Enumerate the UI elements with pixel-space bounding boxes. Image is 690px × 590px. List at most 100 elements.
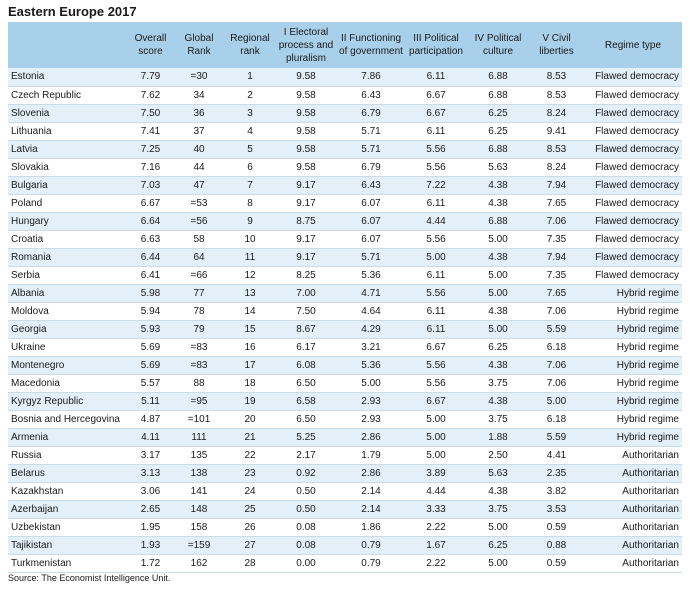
table-cell: 1.67: [426, 539, 446, 551]
table-cell: 4.38: [488, 251, 508, 263]
table-cell: 11: [244, 251, 256, 263]
table-cell: 8.53: [546, 71, 567, 83]
table-cell: 5.69: [140, 341, 161, 353]
table-row: Tajikistan 1.93 =159 27 0.08 0.79 1.67 6.25 0.88…: [8, 536, 682, 554]
table-cell: 6.88: [488, 71, 508, 83]
table-cell: 2.35: [546, 467, 567, 479]
table-cell: Hybrid regime: [616, 377, 679, 389]
country-cell: Kazakhstan: [11, 485, 64, 497]
table-cell: Hybrid regime: [616, 287, 679, 299]
table-cell: 16: [244, 341, 256, 353]
country-cell: Russia: [11, 449, 42, 461]
table-cell: 3.33: [426, 503, 446, 515]
table-cell: 135: [190, 449, 208, 461]
table-cell: 1.86: [361, 521, 381, 533]
table-cell: 77: [193, 287, 205, 299]
table-cell: 6: [247, 161, 253, 173]
country-cell: Tajikistan: [11, 539, 53, 551]
table-cell: 6.67: [426, 395, 446, 407]
table-cell: =83: [190, 359, 208, 371]
table-cell: 4.41: [546, 449, 567, 461]
table-cell: 4.38: [488, 305, 508, 317]
table-cell: 5.63: [488, 467, 508, 479]
table-cell: 9.58: [296, 71, 316, 83]
table-cell: 7.94: [546, 179, 567, 191]
table-cell: 6.18: [546, 341, 567, 353]
country-cell: Hungary: [11, 215, 49, 227]
table-cell: 2.14: [361, 485, 381, 497]
table-cell: 5.71: [361, 143, 381, 155]
table-cell: 2.86: [361, 467, 381, 479]
table-row: Ukraine 5.69 =83 16 6.17 3.21 6.67 6.25 6.18 Hybr…: [8, 338, 682, 356]
country-cell: Georgia: [11, 323, 47, 335]
table-cell: Hybrid regime: [616, 431, 679, 443]
table-cell: 7.35: [546, 269, 567, 281]
table-cell: 36: [193, 107, 205, 119]
table-cell: 28: [244, 557, 256, 569]
table-cell: 6.67: [426, 341, 446, 353]
country-cell: Ukraine: [11, 341, 46, 353]
table-row: Poland 6.67 =53 8 9.17 6.07 6.11 4.38 7.65 Flawed…: [8, 194, 682, 212]
table-cell: 6.11: [426, 197, 446, 209]
table-cell: 5: [247, 143, 253, 155]
table-cell: 2.50: [488, 449, 508, 461]
table-cell: 40: [193, 143, 205, 155]
table-cell: 6.11: [426, 305, 446, 317]
table-cell: 5.00: [426, 431, 446, 443]
table-cell: Hybrid regime: [616, 395, 679, 407]
table-cell: 2.93: [361, 413, 381, 425]
table-cell: =30: [190, 71, 208, 83]
table-cell: 4.64: [361, 305, 381, 317]
table-cell: 4.38: [488, 179, 508, 191]
table-cell: 6.11: [426, 269, 446, 281]
country-cell: Slovakia: [11, 161, 49, 173]
table-row: Kazakhstan 3.06 141 24 0.50 2.14 4.44 4.38 3.82 A…: [8, 482, 682, 500]
column-header: Global Rank: [184, 33, 214, 57]
table-cell: 6.88: [488, 143, 508, 155]
table-cell: 37: [193, 125, 205, 137]
table-cell: 6.41: [140, 269, 161, 281]
table-row: Russia 3.17 135 22 2.17 1.79 5.00 2.50 4.41 Autho…: [8, 446, 682, 464]
table-cell: 5.69: [140, 359, 161, 371]
table-cell: Authoritarian: [622, 485, 679, 497]
table-cell: 3.06: [140, 485, 161, 497]
table-cell: 7.86: [361, 71, 381, 83]
table-cell: 4: [247, 125, 253, 137]
table-cell: 7: [247, 179, 253, 191]
table-cell: 9.17: [296, 233, 316, 245]
table-cell: 6.25: [488, 125, 508, 137]
table-cell: Hybrid regime: [616, 359, 679, 371]
table-cell: 8.25: [296, 269, 316, 281]
table-cell: 5.00: [426, 449, 446, 461]
table-cell: Authoritarian: [622, 521, 679, 533]
table-cell: 8.24: [546, 161, 567, 173]
table-cell: 5.71: [361, 125, 381, 137]
table-cell: 6.18: [546, 413, 567, 425]
table-cell: 5.56: [426, 143, 446, 155]
country-cell: Bulgaria: [11, 179, 48, 191]
column-header: V Civil liberties: [539, 33, 574, 57]
table-cell: 7.41: [140, 125, 161, 137]
table-cell: 3.17: [140, 449, 161, 461]
table-cell: 6.50: [296, 413, 316, 425]
country-cell: Montenegro: [11, 359, 65, 371]
table-cell: 88: [193, 377, 205, 389]
table-cell: 0.92: [296, 467, 316, 479]
column-header: [8, 22, 128, 68]
table-cell: 8.53: [546, 143, 567, 155]
table-cell: 5.59: [546, 323, 567, 335]
table-row: Estonia 7.79 =30 1 9.58 7.86 6.11 6.88 8.53 Flawe…: [8, 68, 682, 86]
table-cell: 148: [190, 503, 208, 515]
table-cell: 5.57: [140, 377, 161, 389]
table-cell: 5.00: [426, 251, 446, 263]
table-cell: 22: [244, 449, 256, 461]
country-cell: Kyrgyz Republic: [11, 395, 84, 407]
table-cell: 0.08: [296, 521, 316, 533]
table-cell: 111: [191, 431, 207, 443]
table-cell: 6.43: [361, 179, 381, 191]
table-cell: 8.53: [546, 89, 567, 101]
table-cell: 7.94: [546, 251, 567, 263]
table-cell: 6.88: [488, 89, 508, 101]
country-cell: Macedonia: [11, 377, 60, 389]
